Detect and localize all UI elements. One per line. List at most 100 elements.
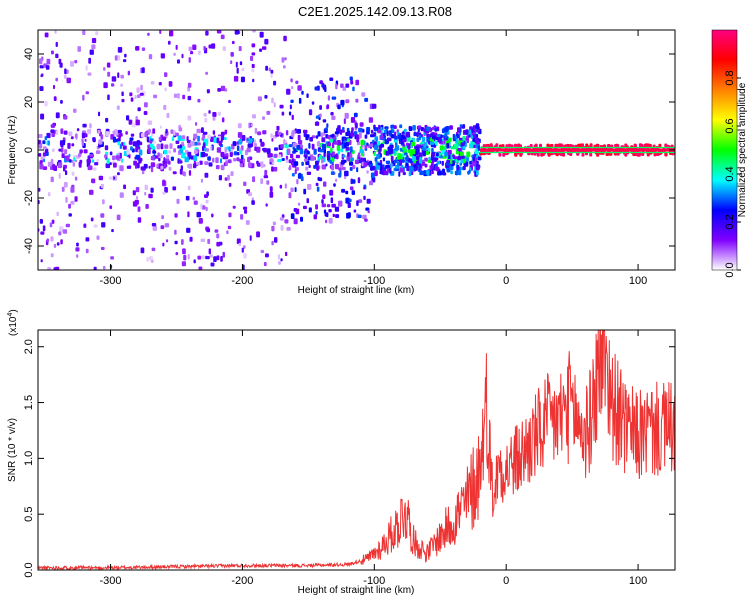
spectrogram-cell xyxy=(151,145,155,150)
spectrogram-cell xyxy=(38,140,41,145)
spectrogram-x-tick-label: -200 xyxy=(231,275,253,287)
spectrogram-cell xyxy=(356,200,359,206)
spectrogram-cell xyxy=(356,141,360,146)
spectrogram-cell xyxy=(103,67,106,71)
spectrogram-cell xyxy=(185,195,190,201)
spectrogram-cell xyxy=(188,57,191,63)
spectrogram-cell xyxy=(444,152,448,157)
spectrogram-cell xyxy=(280,144,284,149)
spectrogram-cell xyxy=(308,207,312,213)
spectrogram-cell xyxy=(290,78,293,83)
spectrogram-cell xyxy=(38,134,43,138)
spectrogram-cell xyxy=(300,216,303,222)
spectrogram-cell xyxy=(247,162,252,168)
spectrogram-cell xyxy=(354,159,360,165)
spectrogram-cell xyxy=(204,194,208,198)
spectrogram-cell xyxy=(197,135,200,142)
spectrogram-cell xyxy=(363,186,366,190)
spectrogram-cell xyxy=(120,83,123,87)
spectrogram-cell xyxy=(284,140,287,144)
spectrogram-cell xyxy=(70,136,74,140)
spectrogram-cell xyxy=(74,196,78,202)
spectrogram-cell xyxy=(337,104,341,110)
spectrogram-y-tick-label: 0 xyxy=(23,147,35,153)
spectrogram-cell xyxy=(50,124,56,128)
spectrogram-cell xyxy=(156,143,161,150)
spectrogram-cell xyxy=(215,157,219,164)
spectrogram-cell xyxy=(362,214,367,220)
spectrogram-cell xyxy=(251,200,255,205)
spectrogram-cell xyxy=(151,223,157,227)
spectrogram-cell xyxy=(426,133,430,138)
spectrogram-cell xyxy=(334,154,337,158)
spectrogram-cell xyxy=(230,171,234,176)
spectrogram-cell xyxy=(204,161,209,165)
spectrogram-cell xyxy=(345,147,350,151)
spectrogram-cell xyxy=(331,142,335,149)
spectrogram-cell xyxy=(351,129,354,135)
spectrogram-cell xyxy=(286,88,291,95)
spectrogram-cell xyxy=(296,144,301,150)
spectrogram-cell xyxy=(129,137,134,141)
spectrogram-cell xyxy=(240,214,244,220)
spectrogram-cell xyxy=(129,92,133,97)
snr-y-tick-label: 1.5 xyxy=(23,395,35,410)
spectrogram-cell xyxy=(73,157,76,162)
spectrogram-cell xyxy=(383,170,388,175)
spectrogram-cell xyxy=(212,130,216,135)
spectrogram-cell xyxy=(175,140,180,144)
spectrogram-cell xyxy=(468,169,471,174)
snr-x-axis: -300 -200 -100 0 100 xyxy=(100,330,647,587)
spectrogram-cell xyxy=(327,95,330,101)
spectrogram-cell xyxy=(271,138,274,142)
spectrogram-cell xyxy=(315,182,319,187)
spectrogram-cell xyxy=(428,156,431,161)
spectrogram-cell xyxy=(404,152,408,156)
spectrogram-cell xyxy=(200,178,203,183)
spectrogram-cell xyxy=(332,151,335,157)
spectrogram-cell xyxy=(357,214,362,219)
spectrogram-cell xyxy=(306,134,310,138)
spectrogram-cell xyxy=(181,141,184,145)
spectrogram-cell xyxy=(187,185,191,191)
spectrogram-cell xyxy=(265,203,268,207)
spectrogram-cell xyxy=(60,128,64,134)
spectrogram-cell xyxy=(254,146,257,151)
spectrogram-cell xyxy=(364,218,368,222)
spectrogram-cell xyxy=(160,143,164,150)
spectrogram-cell xyxy=(205,206,208,212)
spectrogram-cell xyxy=(385,128,389,132)
spectrogram-cell xyxy=(319,149,324,153)
spectrogram-cell xyxy=(221,117,225,123)
spectrogram-cell xyxy=(280,258,283,262)
spectrogram-cell xyxy=(58,148,63,152)
spectrogram-cell xyxy=(252,78,255,83)
spectrogram-cell xyxy=(168,40,171,45)
spectrogram-cell xyxy=(47,267,52,270)
spectrogram-cell xyxy=(266,180,270,185)
spectrogram-cell xyxy=(246,138,249,142)
colorbar-gradient xyxy=(711,29,738,271)
spectrogram-cell xyxy=(149,140,153,144)
spectrogram-cell xyxy=(311,143,315,150)
spectrogram-cell xyxy=(105,131,110,137)
spectrogram-cell xyxy=(405,163,409,167)
snr-series-line xyxy=(37,329,676,572)
spectrogram-cell xyxy=(341,129,345,133)
spectrogram-cell xyxy=(112,155,116,161)
spectrogram-cell xyxy=(340,161,345,165)
spectrogram-cell xyxy=(121,158,124,163)
spectrogram-cell xyxy=(413,164,416,168)
spectrogram-cell xyxy=(303,154,308,158)
spectrogram-cell xyxy=(186,139,191,144)
spectrogram-cell xyxy=(215,165,220,170)
spectrogram-cell xyxy=(239,147,242,151)
spectrogram-cell xyxy=(136,195,139,200)
spectrogram-cell xyxy=(344,170,349,177)
spectrogram-cell xyxy=(203,131,208,135)
spectrogram-cell xyxy=(246,147,251,153)
spectrogram-cell xyxy=(50,176,54,183)
spectrogram-cell xyxy=(400,134,405,139)
spectrogram-cell xyxy=(340,99,345,106)
spectrogram-cell xyxy=(646,152,650,157)
